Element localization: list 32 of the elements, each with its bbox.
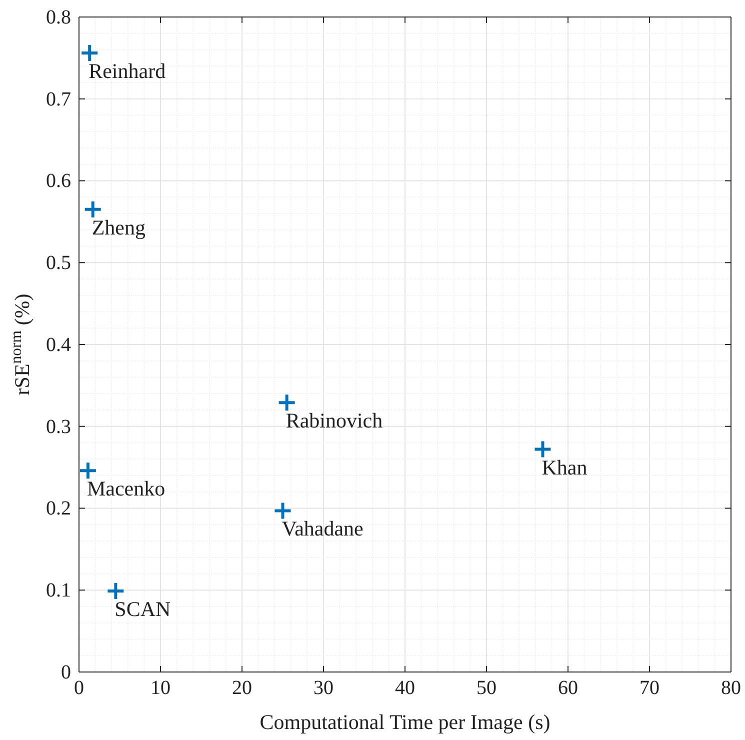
x-tick-label: 60: [558, 677, 578, 700]
y-tick-label: 0.7: [46, 88, 71, 110]
y-tick-label: 0.2: [46, 498, 71, 520]
y-tick-label: 0.3: [46, 416, 71, 438]
point: [273, 501, 292, 520]
y-tick-label: 0.6: [46, 170, 71, 192]
x-tick-label: 10: [150, 677, 170, 700]
x-tick-label: 30: [314, 677, 334, 700]
x-tick-label: 80: [721, 677, 741, 700]
point: [80, 44, 100, 63]
annotation: Vahadane: [282, 516, 364, 541]
x-tick-label: 40: [395, 677, 415, 700]
x-tick-label: 70: [640, 677, 660, 700]
annotation: Zheng: [92, 215, 146, 240]
point: [83, 200, 102, 219]
annotation: SCAN: [114, 596, 171, 621]
x-tick-label: 20: [232, 677, 252, 700]
point: [533, 440, 552, 459]
point: [78, 461, 98, 480]
y-tick-label: 0.1: [46, 580, 71, 602]
x-tick-label: 50: [476, 677, 496, 700]
point: [277, 393, 296, 412]
y-tick-label: 0.5: [46, 252, 71, 274]
x-axis-title: Computational Time per Image (s): [260, 710, 550, 734]
annotation: Rabinovich: [286, 408, 384, 433]
y-tick-label: 0.8: [46, 6, 71, 28]
point: [106, 581, 126, 600]
annotation: Macenko: [86, 476, 166, 501]
annotation: Reinhard: [88, 59, 166, 84]
y-tick-label: 0: [61, 661, 71, 684]
annotation: Khan: [542, 455, 588, 480]
y-tick-label: 0.4: [46, 334, 71, 356]
